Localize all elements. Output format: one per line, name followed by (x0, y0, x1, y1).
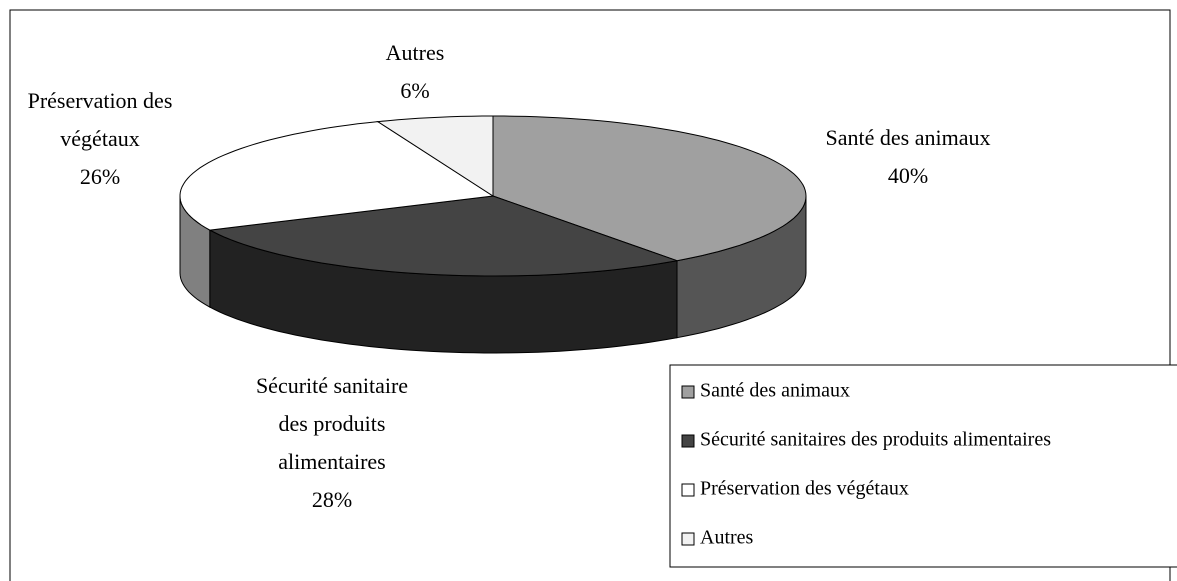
value-label: 40% (888, 163, 928, 188)
slice-label: alimentaires (278, 449, 386, 474)
slice-label: Préservation des (28, 88, 173, 113)
slice (208, 195, 679, 277)
legend-swatch (681, 483, 695, 497)
legend-swatch (681, 434, 695, 448)
legend-swatch (681, 385, 695, 399)
slice-label: Sécurité sanitaire (256, 373, 408, 398)
legend-label: Sécurité sanitaires des produits aliment… (700, 429, 1051, 451)
legend-box (669, 364, 1177, 568)
slice-label: Santé des animaux (826, 125, 991, 150)
slice (492, 115, 807, 262)
legend-swatch (681, 532, 695, 546)
legend-label: Autres (700, 527, 754, 549)
value-label: 6% (400, 78, 429, 103)
slice-label: des produits (279, 411, 386, 436)
legend-label: Santé des animaux (700, 380, 850, 402)
slice (376, 115, 494, 197)
chart-border (9, 9, 1171, 581)
value-label: 26% (80, 164, 120, 189)
slice-label: Autres (386, 40, 445, 65)
slice (179, 121, 495, 231)
legend-label: Préservation des végétaux (700, 478, 909, 500)
value-label: 28% (312, 487, 352, 512)
slice-label: végétaux (60, 126, 139, 151)
